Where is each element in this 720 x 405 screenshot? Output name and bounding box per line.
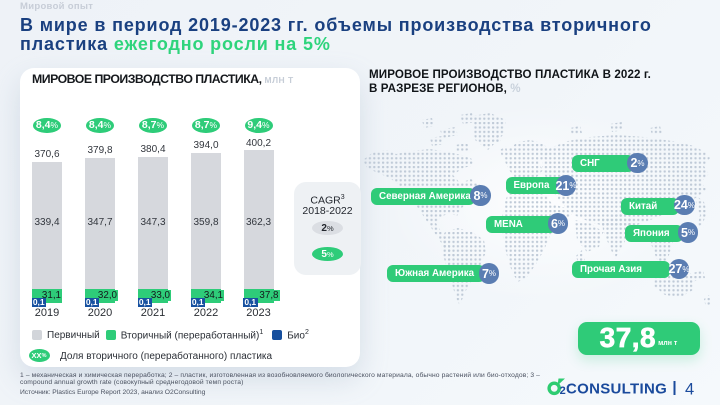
svg-text:CONSULTING: CONSULTING xyxy=(566,381,667,398)
svg-text:2: 2 xyxy=(560,385,566,397)
svg-text:4: 4 xyxy=(685,381,694,399)
